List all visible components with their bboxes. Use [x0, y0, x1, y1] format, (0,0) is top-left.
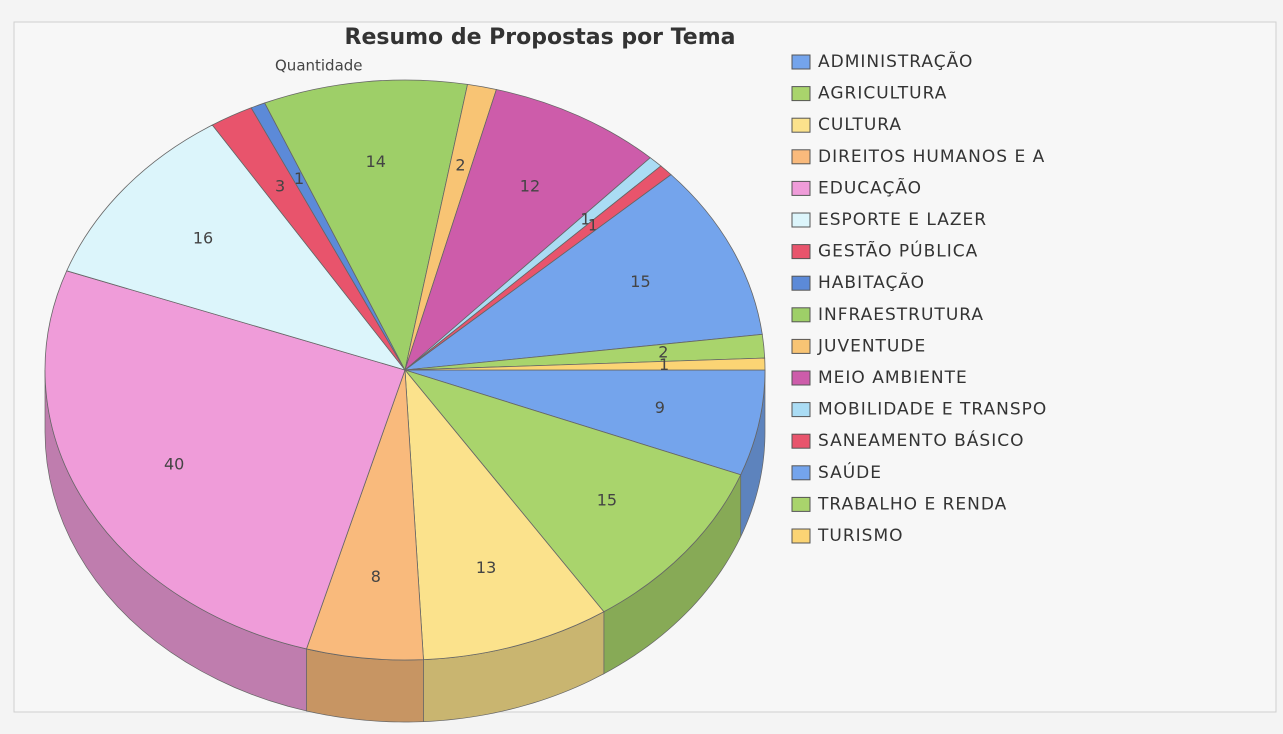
legend-swatch [791, 149, 811, 165]
data-label: 13 [476, 558, 496, 577]
chart-subtitle: Quantidade [275, 57, 363, 75]
legend-label: SANEAMENTO BÁSICO [818, 429, 1024, 451]
slice [404, 368, 605, 661]
legend-swatch [791, 307, 811, 323]
legend-swatch [791, 496, 811, 512]
legend-swatch [791, 528, 811, 544]
legend-label: DIREITOS HUMANOS E A [818, 147, 1045, 167]
chart-title: Resumo de Propostas por Tema [345, 25, 736, 50]
legend-label: MEIO AMBIENTE [818, 368, 968, 388]
data-label: 2 [455, 156, 465, 175]
legend-label: GESTÃO PÚBLICA [818, 240, 978, 262]
data-label: 8 [371, 567, 381, 586]
legend-swatch [791, 244, 811, 260]
slice [403, 174, 763, 371]
legend-label: ADMINISTRAÇÃO [818, 50, 973, 72]
legend-label: MOBILIDADE E TRANSPO [818, 400, 1047, 420]
legend-swatch [791, 54, 811, 70]
data-label: 1 [659, 355, 669, 374]
legend-label: EDUCAÇÃO [818, 176, 922, 198]
legend-swatch [791, 465, 811, 481]
data-label: 3 [275, 177, 285, 196]
slice [404, 357, 766, 371]
slice [403, 369, 742, 613]
legend-label: TRABALHO E RENDA [817, 494, 1007, 514]
legend-swatch [791, 402, 811, 418]
legend-label: ESPORTE E LAZER [818, 210, 987, 230]
legend-label: TURISMO [817, 526, 904, 546]
slice [44, 270, 406, 650]
legend-swatch [791, 433, 811, 449]
legend-label: SAÚDE [818, 461, 882, 483]
data-label: 1 [588, 216, 598, 235]
data-label: 1 [294, 169, 304, 188]
slice [264, 79, 468, 372]
data-label: 9 [655, 398, 665, 417]
slice [66, 124, 407, 371]
legend-swatch [791, 180, 811, 196]
legend-swatch [791, 338, 811, 354]
data-label: 1 [580, 210, 590, 229]
legend-label: AGRICULTURA [818, 84, 947, 104]
legend-label: HABITAÇÃO [818, 271, 925, 293]
legend-swatch [791, 370, 811, 386]
legend-label: CULTURA [818, 115, 902, 135]
data-label: 15 [630, 272, 650, 291]
data-label: 40 [164, 454, 184, 473]
slice [404, 369, 766, 476]
legend-swatch [791, 275, 811, 291]
data-label: 12 [520, 177, 540, 196]
legend-swatch [791, 117, 811, 133]
data-label: 2 [658, 342, 668, 361]
slice [404, 89, 651, 372]
data-label: 16 [193, 229, 213, 248]
data-label: 15 [597, 490, 617, 509]
legend-label: JUVENTUDE [817, 336, 926, 356]
legend-swatch [791, 212, 811, 228]
legend-label: INFRAESTRUTURA [818, 305, 984, 325]
legend-swatch [791, 86, 811, 102]
data-label: 14 [366, 152, 386, 171]
